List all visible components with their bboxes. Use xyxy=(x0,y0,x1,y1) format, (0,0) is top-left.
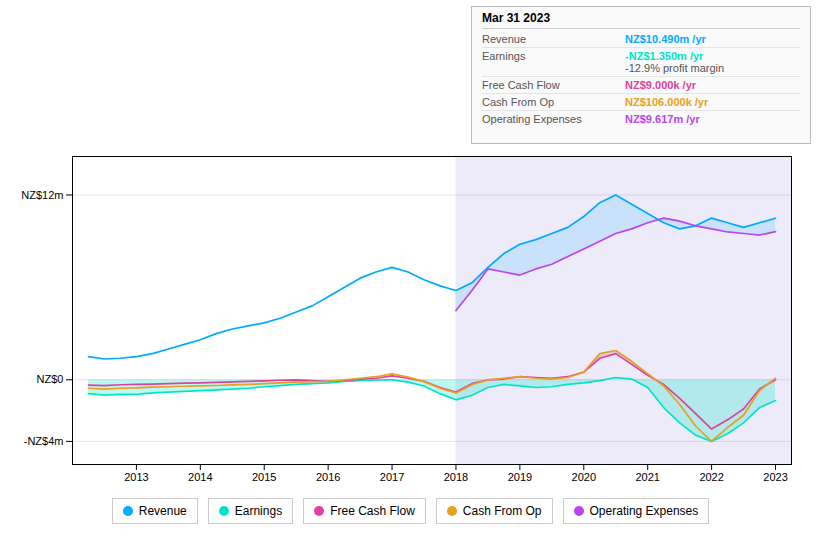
html-text:Free Cash Flow: Free Cash Flow xyxy=(330,504,415,518)
html-text:NZ$106.000k /yr: NZ$106.000k /yr xyxy=(625,96,709,108)
html-text:Cash From Op: Cash From Op xyxy=(482,96,555,108)
html-text:Cash From Op: Cash From Op xyxy=(462,504,542,518)
html-text:NZ$9.000k /yr: NZ$9.000k /yr xyxy=(625,79,696,91)
svg-text:2020: 2020 xyxy=(572,471,596,483)
svg-text:NZ$0: NZ$0 xyxy=(37,373,64,385)
html-text:Mar 31 2023: Mar 31 2023 xyxy=(482,11,551,25)
html-text:Revenue: Revenue xyxy=(482,33,526,45)
html-text:NZ$9.617m /yr: NZ$9.617m /yr xyxy=(625,113,700,125)
svg-text:2018: 2018 xyxy=(444,471,468,483)
svg-text:NZ$12m: NZ$12m xyxy=(21,189,63,201)
html-text:Earnings: Earnings xyxy=(234,504,283,518)
html-text:-12.9% profit margin: -12.9% profit margin xyxy=(625,62,725,74)
svg-text:2013: 2013 xyxy=(124,471,148,483)
svg-text:2015: 2015 xyxy=(252,471,276,483)
svg-text:2022: 2022 xyxy=(699,471,723,483)
svg-text:2021: 2021 xyxy=(635,471,659,483)
html-text:Operating Expenses: Operating Expenses xyxy=(589,504,699,518)
html-text:Revenue: Revenue xyxy=(138,504,187,518)
html-text:NZ$10.490m /yr: NZ$10.490m /yr xyxy=(625,33,706,45)
svg-text:2016: 2016 xyxy=(316,471,340,483)
html-text:Earnings: Earnings xyxy=(482,50,526,62)
svg-text:-NZ$4m: -NZ$4m xyxy=(24,435,64,447)
html-text:Free Cash Flow: Free Cash Flow xyxy=(482,79,560,91)
html-text:Operating Expenses: Operating Expenses xyxy=(482,113,582,125)
svg-text:2014: 2014 xyxy=(188,471,212,483)
html-text:-NZ$1.350m /yr: -NZ$1.350m /yr xyxy=(625,50,704,62)
svg-text:2017: 2017 xyxy=(380,471,404,483)
svg-text:2023: 2023 xyxy=(763,471,787,483)
svg-text:2019: 2019 xyxy=(508,471,532,483)
